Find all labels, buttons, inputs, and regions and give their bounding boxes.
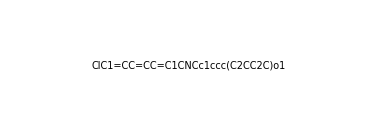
Text: ClC1=CC=CC=C1CNCc1ccc(C2CC2C)o1: ClC1=CC=CC=C1CNCc1ccc(C2CC2C)o1 — [92, 61, 286, 71]
